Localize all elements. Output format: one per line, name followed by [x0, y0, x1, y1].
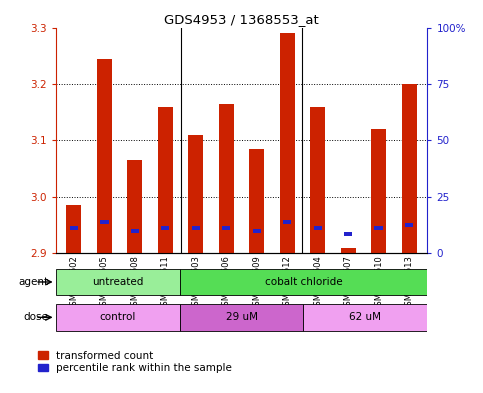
Bar [401, 84, 417, 253]
Bar [310, 107, 326, 253]
FancyBboxPatch shape [180, 304, 303, 331]
Bar [188, 135, 203, 253]
Bar [341, 248, 356, 253]
Bar [161, 226, 170, 230]
FancyBboxPatch shape [180, 269, 427, 295]
Bar [66, 206, 82, 253]
Title: GDS4953 / 1368553_at: GDS4953 / 1368553_at [164, 13, 319, 26]
Bar [100, 220, 109, 224]
Bar [280, 33, 295, 253]
Bar [219, 104, 234, 253]
Bar [130, 229, 139, 233]
Text: control: control [99, 312, 136, 322]
Legend: transformed count, percentile rank within the sample: transformed count, percentile rank withi… [38, 351, 232, 373]
Bar [374, 226, 383, 230]
Text: cobalt chloride: cobalt chloride [265, 277, 342, 287]
Text: dose: dose [23, 312, 48, 322]
FancyBboxPatch shape [56, 269, 180, 295]
Bar [249, 149, 264, 253]
Bar [283, 220, 291, 224]
Bar [192, 226, 200, 230]
FancyBboxPatch shape [303, 304, 427, 331]
Bar [313, 226, 322, 230]
Bar [127, 160, 142, 253]
Text: 62 uM: 62 uM [350, 312, 382, 322]
Bar [405, 223, 413, 227]
Bar [70, 226, 78, 230]
Bar [371, 129, 386, 253]
Bar [222, 226, 230, 230]
Text: 29 uM: 29 uM [226, 312, 257, 322]
FancyBboxPatch shape [56, 304, 180, 331]
Bar [97, 59, 112, 253]
Bar [253, 229, 261, 233]
Text: agent: agent [18, 277, 48, 287]
Bar [157, 107, 173, 253]
Bar [344, 232, 353, 236]
Text: untreated: untreated [92, 277, 143, 287]
